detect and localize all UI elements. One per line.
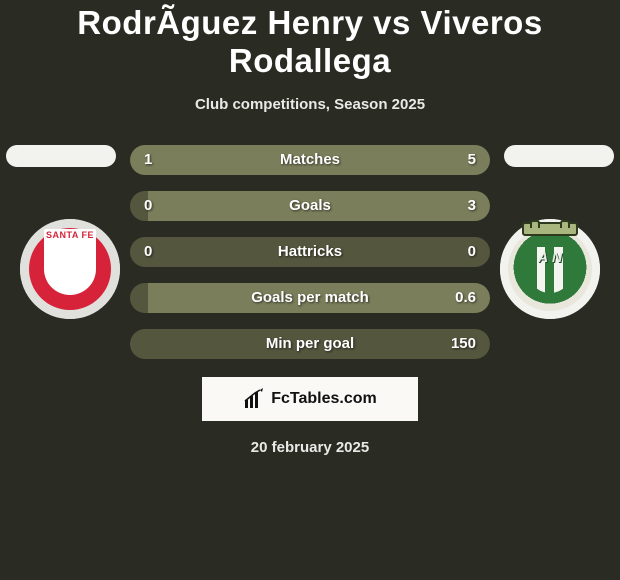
santa-fe-shield [44, 241, 96, 295]
bar-chart-icon [243, 388, 265, 410]
stat-pill: 15Matches [130, 145, 490, 175]
left-club-crest: SANTA FE [20, 219, 120, 319]
comparison-card: RodrÃ­guez Henry vs Viveros Rodallega Cl… [0, 0, 620, 456]
page-title: RodrÃ­guez Henry vs Viveros Rodallega [0, 4, 620, 80]
brand-text: FcTables.com [271, 390, 377, 408]
footer-date: 20 february 2025 [0, 439, 620, 456]
right-flag-placeholder [504, 145, 614, 167]
brand-badge[interactable]: FcTables.com [202, 377, 418, 421]
stat-label: Matches [130, 145, 490, 175]
stat-pill: 150Min per goal [130, 329, 490, 359]
stats-column: 15Matches 03Goals 00Hattricks 0.6Goals per … [130, 145, 490, 375]
nacional-monogram: A N [528, 249, 572, 265]
stat-pill: 0.6Goals per match [130, 283, 490, 313]
stat-label: Goals [130, 191, 490, 221]
stat-label: Goals per match [130, 283, 490, 313]
nacional-castle [522, 222, 578, 236]
stat-label: Hattricks [130, 237, 490, 267]
content-row: SANTA FE A N 15Matches 03Goals 00Hattricks… [0, 145, 620, 355]
left-flag-placeholder [6, 145, 116, 167]
subtitle: Club competitions, Season 2025 [0, 96, 620, 113]
stat-pill: 00Hattricks [130, 237, 490, 267]
stat-label: Min per goal [130, 329, 490, 359]
right-club-crest: A N [500, 219, 600, 319]
stat-pill: 03Goals [130, 191, 490, 221]
santa-fe-text: SANTA FE [44, 230, 96, 240]
